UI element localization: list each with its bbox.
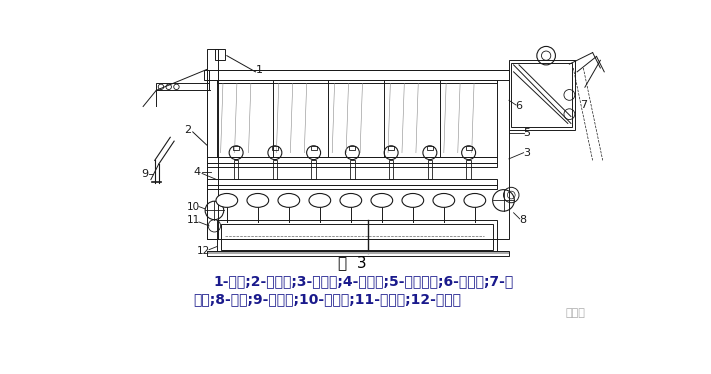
Bar	[207, 49, 218, 239]
Bar	[207, 157, 497, 163]
Bar	[466, 160, 471, 179]
Bar	[217, 80, 497, 83]
Ellipse shape	[464, 193, 486, 207]
Text: 10: 10	[187, 202, 200, 212]
Bar	[207, 70, 509, 80]
Bar	[389, 160, 393, 179]
Bar	[509, 60, 574, 129]
Bar	[349, 146, 356, 150]
Text: 9: 9	[141, 169, 148, 179]
Text: 图  3: 图 3	[338, 255, 367, 270]
Bar	[207, 185, 497, 189]
Text: 4: 4	[194, 167, 201, 177]
Text: 布架;8-吸尘;9-紧布架;10-吸边器;11-浸渍辊;12-刮水器: 布架;8-吸尘;9-紧布架;10-吸边器;11-浸渍辊;12-刮水器	[193, 292, 461, 306]
Bar	[217, 80, 497, 157]
Text: 1: 1	[256, 65, 263, 74]
Ellipse shape	[340, 193, 362, 207]
Bar	[207, 163, 497, 167]
Text: 7: 7	[579, 100, 587, 110]
Bar	[427, 160, 432, 179]
Bar	[388, 146, 394, 150]
Bar	[311, 160, 316, 179]
Text: 1-机架;2-磨毛辊;3-刷毛辊;4-进布辊;5-出布轧辊;6-压布辊;7-落: 1-机架;2-磨毛辊;3-刷毛辊;4-进布辊;5-出布轧辊;6-压布辊;7-落	[214, 274, 514, 288]
Ellipse shape	[216, 193, 237, 207]
Ellipse shape	[433, 193, 454, 207]
Bar	[427, 146, 433, 150]
Bar	[350, 160, 355, 179]
Bar	[207, 251, 509, 256]
Text: 5: 5	[523, 128, 530, 138]
Ellipse shape	[371, 193, 392, 207]
Bar	[207, 70, 509, 239]
Bar	[207, 251, 509, 254]
Bar	[511, 62, 572, 127]
Ellipse shape	[278, 193, 299, 207]
Text: 6: 6	[515, 101, 523, 111]
Text: 8: 8	[519, 215, 526, 226]
Text: 3: 3	[523, 148, 530, 158]
Bar	[217, 220, 497, 253]
Text: 印染人: 印染人	[566, 308, 586, 318]
Ellipse shape	[247, 193, 269, 207]
Text: 12: 12	[197, 246, 210, 256]
Ellipse shape	[402, 193, 424, 207]
Bar	[234, 160, 238, 179]
Text: 2: 2	[185, 125, 192, 135]
Text: 11: 11	[187, 215, 200, 226]
Bar	[466, 146, 471, 150]
Bar	[220, 224, 493, 250]
Bar	[203, 70, 218, 80]
Bar	[272, 146, 278, 150]
Bar	[311, 146, 316, 150]
Bar	[272, 160, 277, 179]
Ellipse shape	[309, 193, 331, 207]
Bar	[233, 146, 239, 150]
Bar	[156, 83, 209, 90]
Bar	[215, 49, 225, 59]
Bar	[207, 179, 497, 185]
